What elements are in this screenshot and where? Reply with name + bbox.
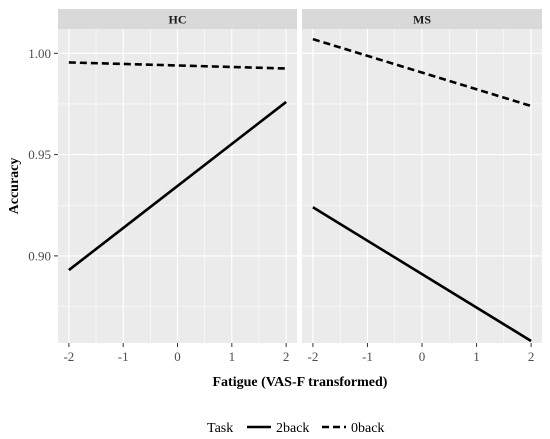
x-tick-label: -2: [307, 349, 318, 364]
x-tick-label: 0: [174, 349, 181, 364]
x-tick-label: 2: [528, 349, 535, 364]
x-tick-label: 1: [473, 349, 480, 364]
legend-label-2back: 2back: [276, 421, 309, 436]
series-line-ms-0back: [312, 37, 532, 108]
strip-ms: [302, 9, 542, 29]
y-tick-label: 0.90: [28, 248, 51, 263]
x-tick-label: -1: [362, 349, 373, 364]
x-axis-title: Fatigue (VAS-F transformed): [213, 375, 388, 390]
strip-hc: [58, 9, 297, 29]
series-line-ms-2back: [312, 206, 532, 343]
legend-label-0back: 0back: [351, 421, 384, 436]
y-tick-label: 0.95: [28, 147, 51, 162]
legend-title: Task: [207, 421, 233, 436]
x-tick-label: 1: [229, 349, 236, 364]
strip-label-hc: HC: [169, 13, 187, 27]
x-tick-label: 0: [419, 349, 426, 364]
y-axis-title: Accuracy: [7, 158, 22, 215]
series-line-hc-0back: [68, 61, 287, 70]
series-line-hc-2back: [68, 100, 287, 272]
x-tick-label: 2: [283, 349, 290, 364]
x-tick-label: -1: [118, 349, 129, 364]
strip-label-ms: MS: [413, 13, 431, 27]
y-tick-label: 1.00: [28, 46, 51, 61]
x-tick-label: -2: [63, 349, 74, 364]
